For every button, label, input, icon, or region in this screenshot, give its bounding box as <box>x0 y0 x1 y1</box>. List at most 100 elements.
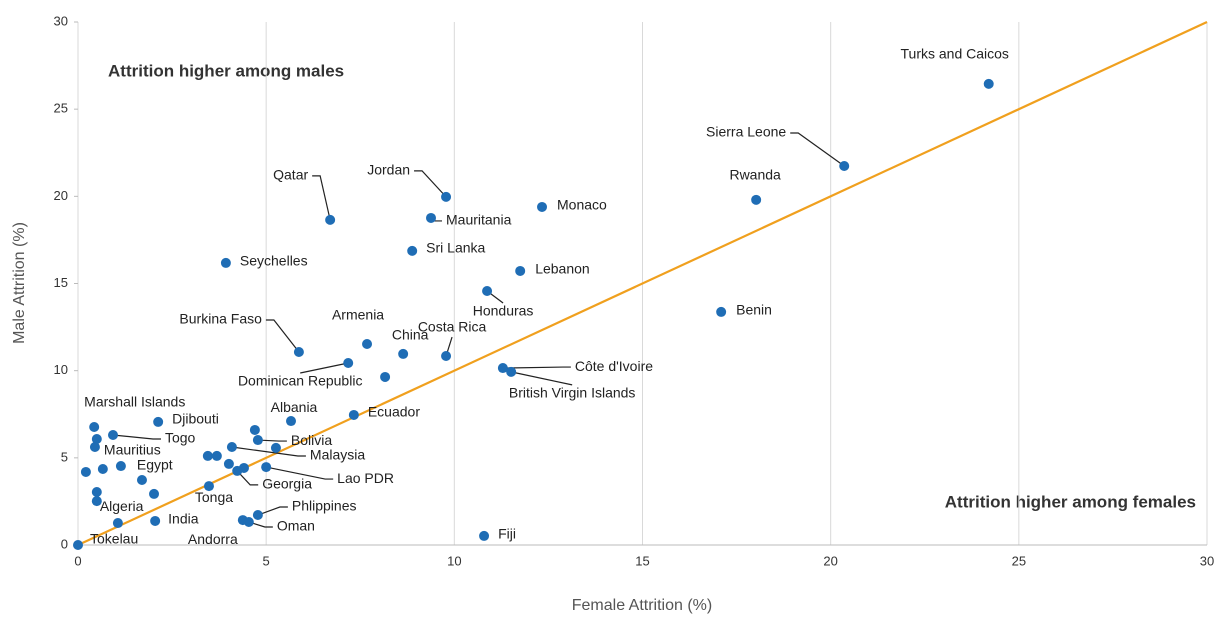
y-axis-label: Male Attrition (%) <box>11 222 28 344</box>
x-tick-label: 20 <box>823 553 837 568</box>
point <box>226 442 237 453</box>
point <box>252 435 263 446</box>
point-label: Tonga <box>195 489 233 505</box>
x-tick-label: 5 <box>263 553 270 568</box>
point <box>482 285 493 296</box>
point <box>150 515 161 526</box>
point-label: Marshall Islands <box>84 394 185 410</box>
point-label: Seychelles <box>240 253 308 269</box>
x-axis-label: Female Attrition (%) <box>572 597 712 614</box>
annotation: Attrition higher among males <box>108 61 344 80</box>
point-label: Turks and Caicos <box>901 46 1009 62</box>
leader-line <box>312 175 331 221</box>
point-label: Sri Lanka <box>426 240 485 256</box>
point <box>73 540 83 550</box>
point-label: Honduras <box>473 303 534 319</box>
y-tick-label: 20 <box>54 188 68 203</box>
point <box>506 366 517 377</box>
point <box>91 496 102 507</box>
point <box>407 245 418 256</box>
point <box>223 458 234 469</box>
point-label: Togo <box>165 430 196 446</box>
point <box>839 160 850 171</box>
point-label: Oman <box>277 518 315 534</box>
point <box>112 518 123 529</box>
point-label: Sierra Leone <box>706 124 786 140</box>
point <box>149 488 160 499</box>
point-label: Ecuador <box>368 404 420 420</box>
point <box>220 257 231 268</box>
point <box>426 212 437 223</box>
point <box>89 442 100 453</box>
x-tick-label: 25 <box>1012 553 1026 568</box>
leader-line <box>231 446 306 457</box>
point <box>716 306 727 317</box>
y-tick-label: 0 <box>61 536 68 551</box>
point <box>97 463 108 474</box>
point <box>983 78 994 89</box>
point-label: Lebanon <box>535 261 590 277</box>
point-label: Andorra <box>188 531 238 547</box>
leader-line <box>265 319 300 353</box>
point <box>136 474 147 485</box>
leader-line <box>257 439 287 442</box>
point-label: Mauritania <box>446 212 512 228</box>
point <box>211 450 222 461</box>
point <box>293 347 304 358</box>
leader-line <box>511 371 573 386</box>
point-label: Egypt <box>137 457 173 473</box>
point <box>537 201 548 212</box>
point <box>497 363 508 374</box>
annotation: Attrition higher among females <box>945 492 1196 511</box>
point <box>202 450 213 461</box>
point <box>232 465 243 476</box>
point <box>286 416 297 427</box>
leader-line <box>790 132 845 167</box>
point-label: Albania <box>271 399 318 415</box>
point-label: Rwanda <box>729 167 781 183</box>
point <box>89 421 100 432</box>
point <box>380 371 391 382</box>
point <box>80 466 91 477</box>
point <box>203 481 214 492</box>
point <box>107 429 118 440</box>
point-label: India <box>168 511 199 527</box>
point-label: Phlippines <box>292 498 357 514</box>
point <box>270 442 281 453</box>
point <box>249 424 260 435</box>
point-label: Mauritius <box>104 442 161 458</box>
point <box>261 462 272 473</box>
point <box>343 357 354 368</box>
point <box>362 338 373 349</box>
point-label: Tokelau <box>90 531 138 547</box>
point <box>115 461 126 472</box>
point-label: Jordan <box>367 162 410 178</box>
leader-line <box>414 170 447 198</box>
leader-line <box>257 506 288 516</box>
point-label: Armenia <box>332 307 384 323</box>
leader-line <box>248 521 273 528</box>
point-label: Djibouti <box>172 411 219 427</box>
point <box>441 191 452 202</box>
point-label: Monaco <box>557 197 607 213</box>
x-tick-label: 0 <box>74 553 81 568</box>
y-tick-label: 5 <box>61 449 68 464</box>
point-label: Fiji <box>498 526 516 542</box>
point-label: Algeria <box>100 498 144 514</box>
y-tick-label: 15 <box>54 275 68 290</box>
leader-line <box>300 362 349 374</box>
point-label: Malaysia <box>310 447 365 463</box>
x-tick-label: 30 <box>1200 553 1214 568</box>
point <box>252 510 263 521</box>
point <box>325 214 336 225</box>
y-tick-label: 10 <box>54 362 68 377</box>
point-label: Lao PDR <box>337 470 394 486</box>
leader-line <box>266 466 334 480</box>
point-label: China <box>392 327 429 343</box>
point-label: British Virgin Islands <box>509 385 636 401</box>
x-tick-label: 10 <box>447 553 461 568</box>
point <box>153 416 164 427</box>
point-label: Bolivia <box>291 432 332 448</box>
point-label: Qatar <box>273 167 308 183</box>
